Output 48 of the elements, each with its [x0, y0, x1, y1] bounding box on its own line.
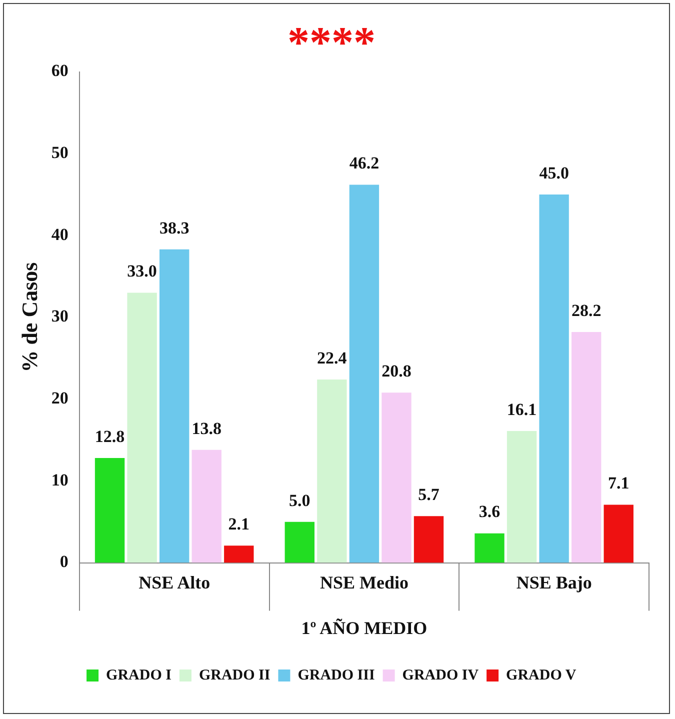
legend-label: GRADO I — [106, 667, 172, 684]
data-label: 5.7 — [418, 485, 440, 504]
y-axis-title: % de Casos — [16, 262, 42, 372]
bar — [414, 516, 444, 563]
data-label: 22.4 — [317, 348, 348, 368]
bar — [94, 458, 125, 563]
bar — [382, 392, 412, 563]
legend-label: GRADO V — [506, 667, 576, 684]
x-tick-label: NSE Bajo — [516, 572, 592, 592]
bar — [224, 546, 254, 563]
legend-label: GRADO II — [198, 667, 270, 684]
y-tick-label: 40 — [51, 224, 68, 244]
data-label: 33.0 — [127, 262, 157, 281]
data-label: 38.3 — [159, 218, 190, 238]
data-label: 20.8 — [382, 361, 412, 380]
legend-label: GRADO IV — [402, 667, 479, 684]
data-label: 2.1 — [228, 514, 250, 534]
y-tick-label: 20 — [51, 388, 68, 408]
bar — [284, 522, 314, 563]
data-label: 7.1 — [608, 474, 630, 493]
bar — [159, 249, 190, 563]
x-axis-title: 1º AÑO MEDIO — [301, 618, 428, 638]
y-tick-label: 0 — [60, 552, 68, 572]
y-tick-label: 60 — [51, 61, 68, 80]
data-label: 12.8 — [94, 426, 125, 446]
bar — [317, 379, 347, 563]
y-tick-label: 50 — [51, 143, 68, 162]
bar — [506, 431, 537, 563]
data-label: 16.1 — [506, 400, 537, 419]
data-label: 28.2 — [571, 300, 602, 320]
y-tick-label: 30 — [51, 306, 68, 326]
data-label: 45.0 — [539, 163, 569, 182]
bar — [604, 504, 634, 563]
chart-title: **** — [288, 18, 376, 67]
bar — [539, 194, 569, 563]
y-tick-label: 10 — [51, 470, 68, 490]
data-label: 3.6 — [478, 502, 500, 522]
bar — [192, 450, 222, 563]
data-label: 13.8 — [192, 418, 222, 438]
bar — [571, 332, 602, 563]
bar — [349, 184, 380, 563]
data-label: 46.2 — [349, 154, 380, 173]
x-tick-label: NSE Alto — [138, 572, 210, 592]
legend-label: GRADO III — [298, 667, 375, 684]
bar — [474, 533, 504, 563]
x-tick-label: NSE Medio — [320, 572, 408, 592]
bar — [127, 292, 157, 563]
data-label: 5.0 — [289, 490, 310, 510]
